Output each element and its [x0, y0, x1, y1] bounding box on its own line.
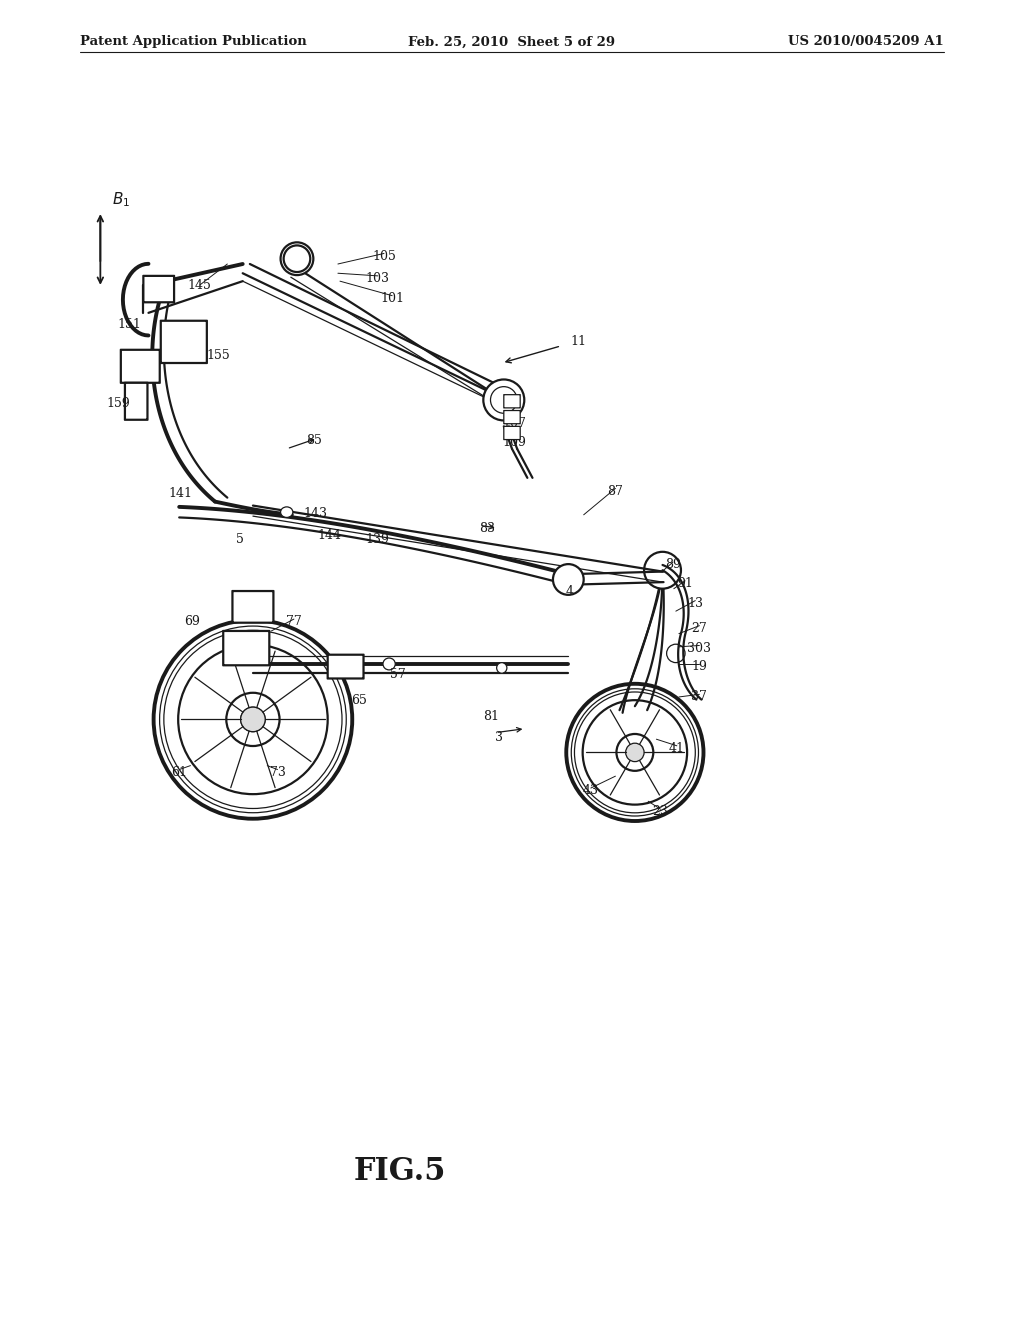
Text: 159: 159	[106, 397, 131, 411]
Text: 89: 89	[665, 558, 681, 572]
Text: 139: 139	[366, 533, 390, 546]
Circle shape	[626, 743, 644, 762]
Text: 141: 141	[168, 487, 193, 500]
Text: FIG.5: FIG.5	[354, 1156, 446, 1188]
Circle shape	[241, 708, 265, 731]
Text: $B_1$: $B_1$	[112, 190, 130, 209]
Text: 109: 109	[502, 436, 526, 449]
Text: 19: 19	[691, 660, 708, 673]
FancyBboxPatch shape	[223, 631, 269, 665]
Text: 151: 151	[117, 318, 141, 331]
Text: 155: 155	[206, 348, 230, 362]
FancyBboxPatch shape	[121, 350, 160, 383]
Text: 145: 145	[187, 279, 212, 292]
Circle shape	[241, 708, 265, 731]
Text: 143: 143	[303, 507, 328, 520]
Ellipse shape	[497, 663, 507, 673]
Text: 37: 37	[691, 690, 708, 704]
Circle shape	[284, 246, 310, 272]
FancyBboxPatch shape	[504, 395, 520, 408]
Text: 61: 61	[171, 766, 187, 779]
FancyBboxPatch shape	[504, 426, 520, 440]
Text: 57: 57	[390, 668, 407, 681]
Text: US 2010/0045209 A1: US 2010/0045209 A1	[788, 36, 944, 49]
Text: 23: 23	[652, 805, 669, 818]
FancyBboxPatch shape	[161, 321, 207, 363]
FancyBboxPatch shape	[125, 383, 147, 420]
Text: 5: 5	[236, 533, 244, 546]
Text: 4: 4	[565, 585, 573, 598]
FancyBboxPatch shape	[504, 411, 520, 424]
Text: 101: 101	[380, 292, 404, 305]
Text: 11: 11	[570, 335, 587, 348]
Ellipse shape	[383, 657, 395, 671]
Text: 144: 144	[317, 529, 342, 543]
Text: 105: 105	[372, 249, 396, 263]
Text: 83: 83	[479, 521, 496, 535]
FancyBboxPatch shape	[143, 276, 174, 302]
FancyBboxPatch shape	[328, 655, 364, 678]
Text: 91: 91	[677, 577, 693, 590]
Circle shape	[483, 379, 524, 421]
Text: 77: 77	[286, 615, 302, 628]
Text: 41: 41	[669, 742, 685, 755]
Text: 43: 43	[583, 784, 599, 797]
Text: 303: 303	[687, 642, 712, 655]
Text: 73: 73	[269, 766, 286, 779]
Text: 69: 69	[184, 615, 201, 628]
Text: 27: 27	[691, 622, 708, 635]
Text: 15: 15	[292, 261, 308, 275]
Text: 13: 13	[687, 597, 703, 610]
Text: Patent Application Publication: Patent Application Publication	[80, 36, 307, 49]
Text: 103: 103	[366, 272, 390, 285]
Circle shape	[644, 552, 681, 589]
FancyBboxPatch shape	[232, 591, 273, 623]
Text: 81: 81	[483, 710, 500, 723]
Text: 107: 107	[502, 417, 526, 430]
Text: 3: 3	[495, 731, 503, 744]
Circle shape	[553, 564, 584, 595]
Text: 127: 127	[496, 396, 520, 409]
Text: 65: 65	[351, 694, 368, 708]
Text: Feb. 25, 2010  Sheet 5 of 29: Feb. 25, 2010 Sheet 5 of 29	[409, 36, 615, 49]
Ellipse shape	[281, 507, 293, 517]
Text: 85: 85	[306, 434, 323, 447]
Text: 87: 87	[607, 484, 624, 498]
Circle shape	[281, 243, 313, 275]
